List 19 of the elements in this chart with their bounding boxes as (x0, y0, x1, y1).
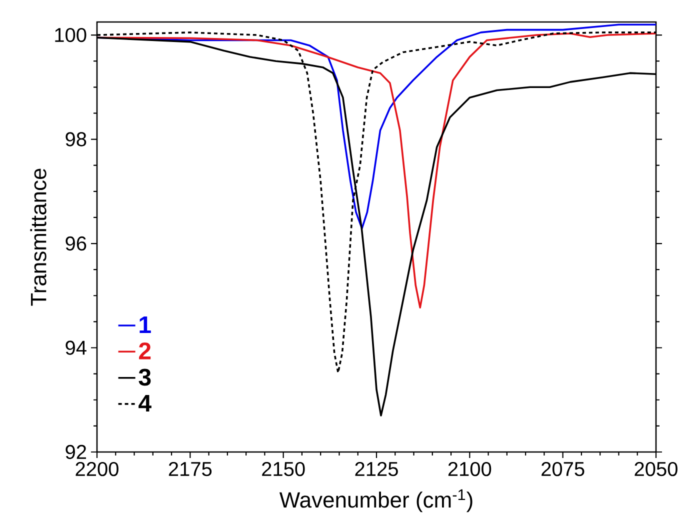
x-tick-label: 2100 (448, 462, 492, 476)
x-tick-label: 2050 (634, 462, 678, 476)
y-axis-title: Transmittance (30, 168, 46, 306)
x-axis-title: Wavenumber (cm$^{-1}$) (279, 489, 472, 512)
legend-label: 4 (138, 394, 152, 412)
y-tick-label: 92 (66, 444, 86, 460)
y-tick-label: 96 (66, 236, 86, 251)
legend-label: 1 (140, 316, 151, 334)
x-tick-label: 2150 (262, 462, 305, 476)
legend-label: 3 (138, 368, 151, 386)
y-tick-label: 100 (55, 28, 86, 42)
y-tick-label: 98 (66, 132, 86, 146)
line-series (96, 32, 656, 309)
x-tick-label: 2125 (355, 462, 398, 476)
x-tick-label: 2175 (168, 462, 212, 476)
x-tick-label: 2075 (542, 462, 584, 476)
legend-label: 2 (139, 342, 151, 360)
y-tick-label: 94 (66, 340, 86, 355)
x-tick-label: 2200 (76, 462, 118, 476)
